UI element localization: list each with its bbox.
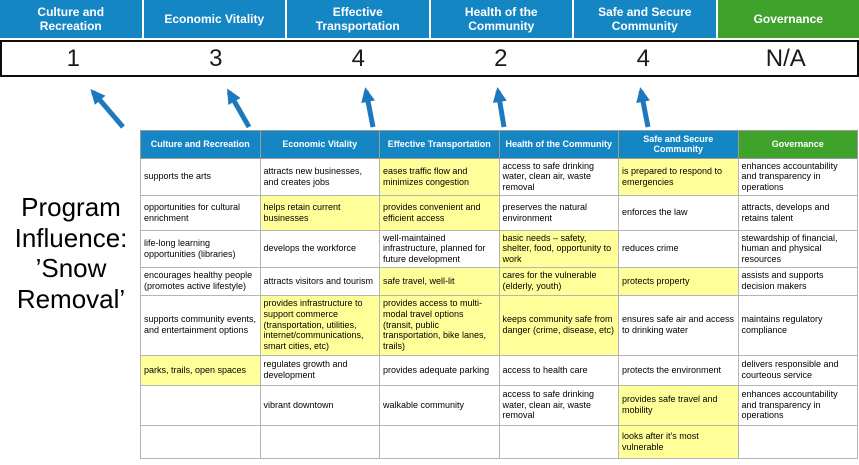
matrix-cell: regulates growth and development — [259, 354, 380, 386]
up-arrow-icon — [226, 88, 252, 129]
matrix-header-0: Culture and Recreation — [140, 130, 261, 159]
matrix-header-2: Effective Transportation — [379, 130, 500, 159]
summary-header-5: Governance — [717, 0, 859, 38]
score-value-1: 3 — [209, 44, 223, 72]
matrix-cell: walkable community — [379, 384, 500, 426]
matrix-cell: enhances accountability and transparency… — [737, 157, 858, 196]
matrix-row-1: opportunities for cultural enrichment hel… — [140, 194, 858, 231]
summary-header-label: Safe and Secure Community — [598, 4, 692, 33]
matrix-cell: provides adequate parking — [379, 354, 500, 386]
matrix-cell — [737, 424, 858, 459]
matrix-cell — [140, 384, 261, 426]
matrix-row-0: supports the arts attracts new businesses… — [140, 157, 858, 196]
matrix-row-3: encourages healthy people (promotes acti… — [140, 266, 858, 296]
matrix-cell: encourages healthy people (promotes acti… — [140, 266, 261, 296]
summary-header-label: Governance — [753, 11, 823, 26]
matrix-header-5: Governance — [737, 130, 858, 159]
matrix-row-4: supports community events, and entertain… — [140, 294, 858, 356]
matrix-cell: keeps community safe from danger (crime,… — [498, 294, 619, 356]
matrix-cell: stewardship of financial, human and phys… — [737, 229, 858, 268]
summary-header-label: Culture and Recreation — [37, 4, 105, 33]
matrix-cell: protects property — [618, 266, 739, 296]
matrix-cell: delivers responsible and courteous servi… — [737, 354, 858, 386]
summary-header-1: Economic Vitality — [143, 0, 285, 38]
matrix-cell: supports the arts — [140, 157, 261, 196]
score-value-0: 1 — [66, 44, 80, 72]
matrix-cell: provides convenient and efficient access — [379, 194, 500, 231]
matrix-row-5: parks, trails, open spaces regulates grow… — [140, 354, 858, 386]
matrix-row-6: vibrant downtown walkable community access… — [140, 384, 858, 426]
matrix-cell: preserves the natural environment — [498, 194, 619, 231]
matrix-cell: well-maintained infrastructure, planned … — [379, 229, 500, 268]
matrix-header-1: Economic Vitality — [259, 130, 380, 159]
matrix-cell: vibrant downtown — [259, 384, 380, 426]
matrix-cell: provides access to multi-modal travel op… — [379, 294, 500, 356]
matrix-cell — [379, 424, 500, 459]
matrix-cell: cares for the vulnerable (elderly, youth… — [498, 266, 619, 296]
summary-header-2: Effective Transportation — [287, 0, 429, 38]
matrix-cell: supports community events, and entertain… — [140, 294, 261, 356]
matrix-cell: parks, trails, open spaces — [140, 354, 261, 386]
summary-header-row: Culture and Recreation Economic Vitality E… — [0, 0, 859, 38]
matrix-cell: basic needs – safety, shelter, food, opp… — [498, 229, 619, 268]
score-value-5: N/A — [765, 44, 806, 72]
matrix-cell: provides infrastructure to support comme… — [259, 294, 380, 356]
up-arrow-icon — [492, 87, 507, 128]
up-arrow-icon — [361, 87, 376, 128]
summary-header-0: Culture and Recreation — [0, 0, 142, 38]
matrix-cell: enhances accountability and transparency… — [737, 384, 858, 426]
matrix-cell: enforces the law — [618, 194, 739, 231]
matrix-cell: attracts visitors and tourism — [259, 266, 380, 296]
matrix-cell: ensures safe air and access to drinking … — [618, 294, 739, 356]
matrix-cell — [140, 424, 261, 459]
score-value-3: 2 — [494, 44, 508, 72]
score-value-2: 4 — [351, 44, 365, 72]
matrix-cell: life-long learning opportunities (librar… — [140, 229, 261, 268]
summary-header-label: Health of the Community — [464, 4, 538, 33]
matrix-header-3: Health of the Community — [498, 130, 619, 159]
up-arrow-icon — [636, 87, 651, 128]
matrix-row-7: looks after it's most vulnerable — [140, 424, 858, 459]
matrix-cell: provides safe travel and mobility — [618, 384, 739, 426]
matrix-row-2: life-long learning opportunities (librar… — [140, 229, 858, 268]
matrix-cell: opportunities for cultural enrichment — [140, 194, 261, 231]
matrix-cell — [259, 424, 380, 459]
matrix-cell: access to safe drinking water, clean air… — [498, 384, 619, 426]
matrix-cell: looks after it's most vulnerable — [618, 424, 739, 459]
summary-header-label: Effective Transportation — [315, 4, 400, 33]
influence-arrows — [90, 87, 651, 129]
matrix-cell: develops the workforce — [259, 229, 380, 268]
matrix-cell: helps retain current businesses — [259, 194, 380, 231]
matrix-cell: access to safe drinking water, clean air… — [498, 157, 619, 196]
matrix-cell: access to health care — [498, 354, 619, 386]
matrix-cell: is prepared to respond to emergencies — [618, 157, 739, 196]
matrix-cell: assists and supports decision makers — [737, 266, 858, 296]
page-title: Program Influence: ’Snow Removal’ — [0, 192, 142, 315]
score-value-4: 4 — [636, 44, 650, 72]
summary-header-3: Health of the Community — [430, 0, 572, 38]
page-title-line: ’Snow — [35, 253, 107, 284]
score-row: 1 3 4 2 4 N/A — [0, 40, 859, 77]
up-arrow-icon — [90, 88, 125, 129]
matrix-cell: protects the environment — [618, 354, 739, 386]
page-title-line: Program — [21, 192, 121, 222]
matrix-cell: attracts, develops and retains talent — [737, 194, 858, 231]
summary-header-label: Economic Vitality — [164, 11, 265, 26]
matrix-cell: maintains regulatory compliance — [737, 294, 858, 356]
matrix-body: supports the arts attracts new businesses… — [140, 157, 858, 459]
page-title-line: Removal’ — [16, 284, 126, 315]
summary-header-4: Safe and Secure Community — [574, 0, 716, 38]
matrix-cell: attracts new businesses, and creates job… — [259, 157, 380, 196]
matrix-cell — [498, 424, 619, 459]
influence-matrix: Culture and Recreation Economic Vitality E… — [140, 130, 858, 459]
matrix-header-row: Culture and Recreation Economic Vitality E… — [140, 130, 858, 159]
matrix-cell: eases traffic flow and minimizes congest… — [379, 157, 500, 196]
matrix-cell: reduces crime — [618, 229, 739, 268]
matrix-cell: safe travel, well-lit — [379, 266, 500, 296]
matrix-header-4: Safe and Secure Community — [618, 130, 739, 159]
page-title-line: Influence: — [14, 222, 128, 253]
